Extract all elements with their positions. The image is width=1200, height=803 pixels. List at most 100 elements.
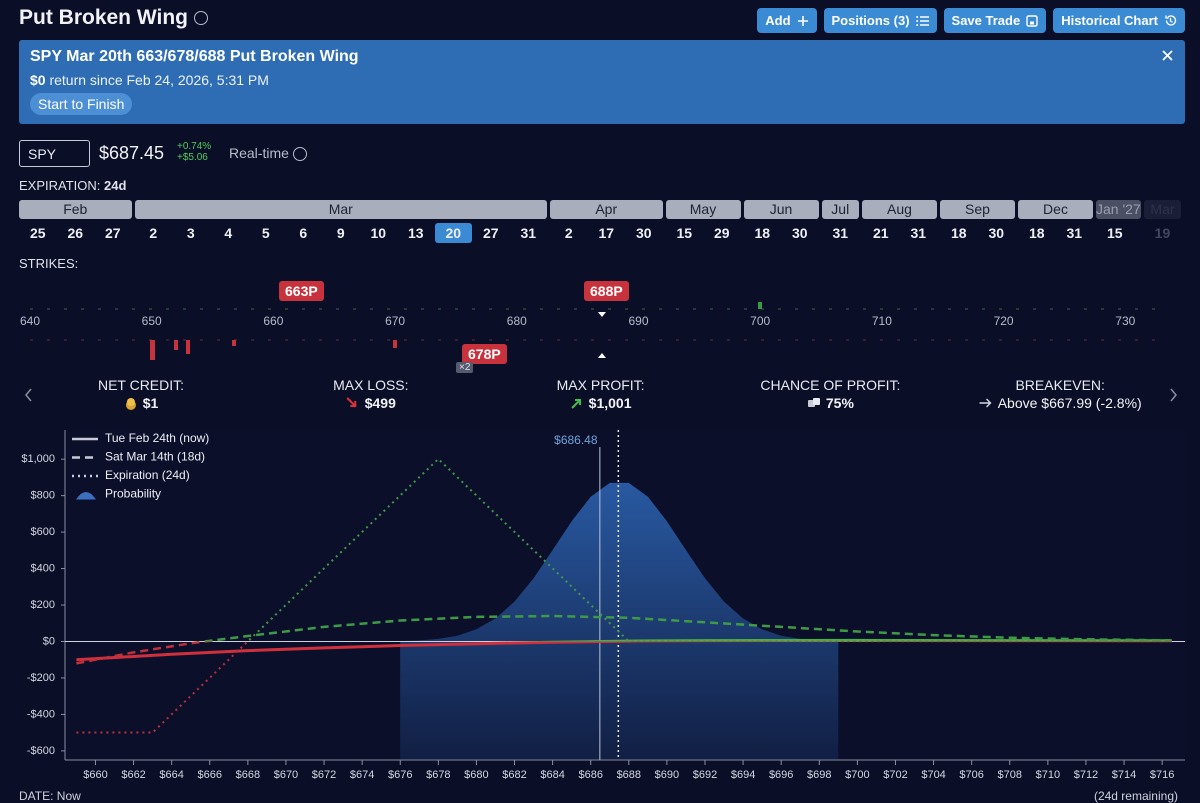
x-tick-label: $684 [540,769,564,781]
month-name[interactable]: Jun [743,200,819,219]
day[interactable]: 27 [104,225,121,241]
leg-tag[interactable]: 678P [462,344,507,364]
stat-icon [347,397,357,407]
day[interactable]: 31 [520,225,537,241]
day[interactable]: 5 [261,225,270,241]
day[interactable]: 18 [1028,225,1045,241]
y-tick-label: $400 [31,562,55,574]
volume-bar [232,340,236,346]
y-tick-label: $200 [31,599,55,611]
stat-label: MAX LOSS: [333,377,409,393]
day[interactable]: 17 [598,225,615,241]
month-name[interactable]: Jul [821,200,859,219]
close-button[interactable] [1162,50,1173,61]
save-button[interactable]: Save Trade [943,8,1047,33]
month-group: Apr 2 17 30 [550,200,663,246]
legend-label: Expiration (24d) [105,468,190,482]
day[interactable]: 4 [224,225,233,241]
day[interactable]: 15 [1106,225,1123,241]
day[interactable]: 18 [754,225,771,241]
leg-label: 663P [285,283,318,299]
month-name[interactable]: Aug [862,200,937,219]
month-group: Feb 25 26 27 [19,200,132,246]
banner-title: SPY Mar 20th 663/678/688 Put Broken Wing [30,48,359,65]
change-pct: +0.74% [177,141,212,152]
month-name[interactable]: May [665,200,741,219]
change-abs: +$5.06 [177,152,208,163]
day-row: 2 3 4 5 6 9 10 13 20 27 31 [135,219,548,243]
day[interactable]: 31 [832,225,849,241]
day[interactable]: 26 [67,225,84,241]
positions-button[interactable]: Positions (3) [823,8,937,33]
stat-value: 75% [760,395,900,411]
next-arrow[interactable] [1168,388,1178,402]
day[interactable]: 2 [564,225,573,241]
help-icon[interactable] [292,147,307,162]
strike-tick: 710 [871,314,892,328]
day[interactable]: 6 [299,225,308,241]
x-tick-label: $686 [578,769,602,781]
history-button[interactable]: Historical Chart [1053,8,1185,33]
day[interactable]: 10 [370,225,387,241]
prev-arrow[interactable] [24,388,34,402]
return-text: return since Feb 24, 2026, 5:31 PM [49,72,269,88]
day[interactable]: 21 [872,225,889,241]
x-tick-label: $706 [959,769,983,781]
stat-text: $1 [142,395,159,411]
month-name[interactable]: Jan '27 [1096,200,1141,219]
month-group: Jan '27 15 [1096,200,1141,246]
day[interactable]: 29 [713,225,730,241]
x-tick-label: $660 [83,769,107,781]
day[interactable]: 2 [149,225,158,241]
day[interactable]: 13 [407,225,424,241]
leg-tag[interactable]: 663P [279,281,324,301]
stat-value: $1,001 [557,395,645,411]
month-name[interactable]: Apr [550,200,663,219]
day[interactable]: 31 [910,225,927,241]
x-tick-label: $668 [236,769,260,781]
stat-text: Above $667.99 (-2.8%) [997,395,1142,411]
legend-label: Tue Feb 24th (now) [105,431,209,445]
page-title: Put Broken Wing [19,6,208,30]
add-button[interactable]: Add [757,8,817,33]
price-pointer [598,353,606,358]
day[interactable]: 19 [1154,225,1171,241]
strike-tick: 650 [141,314,162,328]
day-row: 19 [1144,219,1181,243]
day[interactable]: 27 [482,225,499,241]
x-tick-label: $696 [769,769,793,781]
mode-pill[interactable]: Start to Finish [30,93,133,115]
help-icon[interactable] [193,11,208,26]
month-group: May 15 29 [665,200,741,246]
month-name[interactable]: Sep [940,200,1015,219]
day[interactable]: 18 [950,225,967,241]
x-tick-label: $662 [121,769,145,781]
stat-value: $499 [333,395,408,411]
volume-bar [758,302,762,309]
day[interactable]: 30 [988,225,1005,241]
day[interactable]: 25 [29,225,46,241]
x-tick-label: $682 [502,769,526,781]
banner-return: $0 return since Feb 24, 2026, 5:31 PM [30,72,269,88]
pl-chart: -$600 -$400 -$200 $0 $200 $400 $600 $800 $1,000 $… [21,430,1185,781]
leg-tag[interactable]: 688P [584,281,629,301]
day[interactable]: 9 [336,225,345,241]
day[interactable]: 3 [186,225,195,241]
month-name[interactable]: Feb [19,200,132,219]
day[interactable]: 31 [1066,225,1083,241]
symbol-input[interactable]: SPY [19,140,90,167]
expiration-label: EXPIRATION: 24d [19,178,126,193]
stat: MAX PROFIT: $1,001 [557,377,645,411]
x-tick-label: $678 [426,769,450,781]
strike-tick: 730 [1115,314,1136,328]
month-name[interactable]: Dec [1018,200,1093,219]
month-name[interactable]: Mar [1143,200,1181,219]
x-tick-label: $702 [883,769,907,781]
day[interactable]: 15 [676,225,693,241]
label: EXPIRATION: [19,178,101,193]
day[interactable]: 30 [791,225,808,241]
month-name[interactable]: Mar [134,200,547,219]
day[interactable]: 30 [635,225,652,241]
stat: BREAKEVEN: Above $667.99 (-2.8%) [979,377,1142,411]
day[interactable]: 20 [434,223,472,243]
